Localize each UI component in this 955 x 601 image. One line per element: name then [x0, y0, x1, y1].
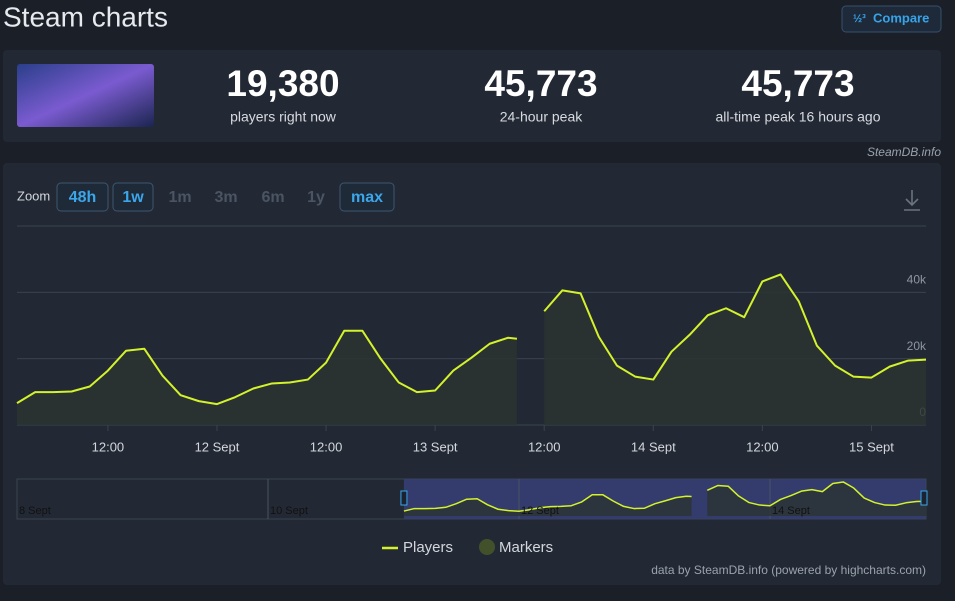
navigator-line: [403, 481, 927, 513]
navigator-line-area: [403, 481, 927, 516]
source-link[interactable]: SteamDB.info: [867, 145, 941, 159]
zoom-button-label: 3m: [214, 189, 237, 206]
series-line-area: [17, 274, 926, 425]
stat-value: 45,773: [484, 63, 597, 104]
stat-label: players right now: [230, 109, 337, 125]
x-tick-label: 14 Sept: [631, 439, 676, 454]
zoom-button-label: 1m: [168, 189, 191, 206]
navigator-handle[interactable]: [920, 490, 928, 506]
navigator-handle[interactable]: [400, 490, 408, 506]
x-tick-label: 15 Sept: [849, 439, 894, 454]
y-tick-label: 40k: [907, 273, 927, 287]
x-tick-label: 12 Sept: [195, 439, 240, 454]
zoom-button-label: 1y: [307, 189, 325, 206]
compare-icon: ½³: [853, 13, 866, 25]
zoom-button-label: 6m: [261, 189, 284, 206]
x-tick-label: 12:00: [746, 439, 779, 454]
game-image[interactable]: [17, 64, 154, 127]
x-tick-label: 12:00: [92, 439, 125, 454]
compare-label[interactable]: Compare: [873, 10, 929, 25]
stat-value: 45,773: [741, 63, 854, 104]
y-tick-label: 20k: [907, 339, 927, 353]
zoom-button-label[interactable]: max: [351, 189, 383, 206]
compare-button[interactable]: [841, 5, 942, 33]
stat-value: 19,380: [226, 63, 339, 104]
download-icon[interactable]: [904, 190, 920, 211]
x-tick-label: 12:00: [528, 439, 561, 454]
legend-label[interactable]: Markers: [499, 539, 553, 556]
zoom-button-label[interactable]: 48h: [69, 189, 97, 206]
stats-panel: [3, 50, 941, 142]
legend-label[interactable]: Players: [403, 539, 453, 556]
x-tick-label: 12:00: [310, 439, 343, 454]
stat-label: 24-hour peak: [500, 109, 584, 125]
zoom-button-label[interactable]: 1w: [122, 189, 144, 206]
navigator-label: 8 Sept: [19, 505, 51, 517]
credits[interactable]: data by SteamDB.info (powered by highcha…: [651, 563, 926, 577]
zoom-button[interactable]: [56, 182, 109, 212]
zoom-label: Zoom: [17, 188, 50, 203]
series-line: [16, 273, 927, 406]
navigator-label: 14 Sept: [772, 505, 810, 517]
legend-swatch: [479, 539, 495, 555]
page-title: Steam charts: [3, 1, 168, 32]
zoom-button[interactable]: [339, 182, 395, 212]
zoom-button[interactable]: [112, 182, 154, 212]
stat-label: all-time peak 16 hours ago: [716, 109, 881, 125]
x-tick-label: 13 Sept: [413, 439, 458, 454]
navigator-label: 10 Sept: [270, 505, 308, 517]
navigator-label: 12 Sept: [521, 505, 559, 517]
